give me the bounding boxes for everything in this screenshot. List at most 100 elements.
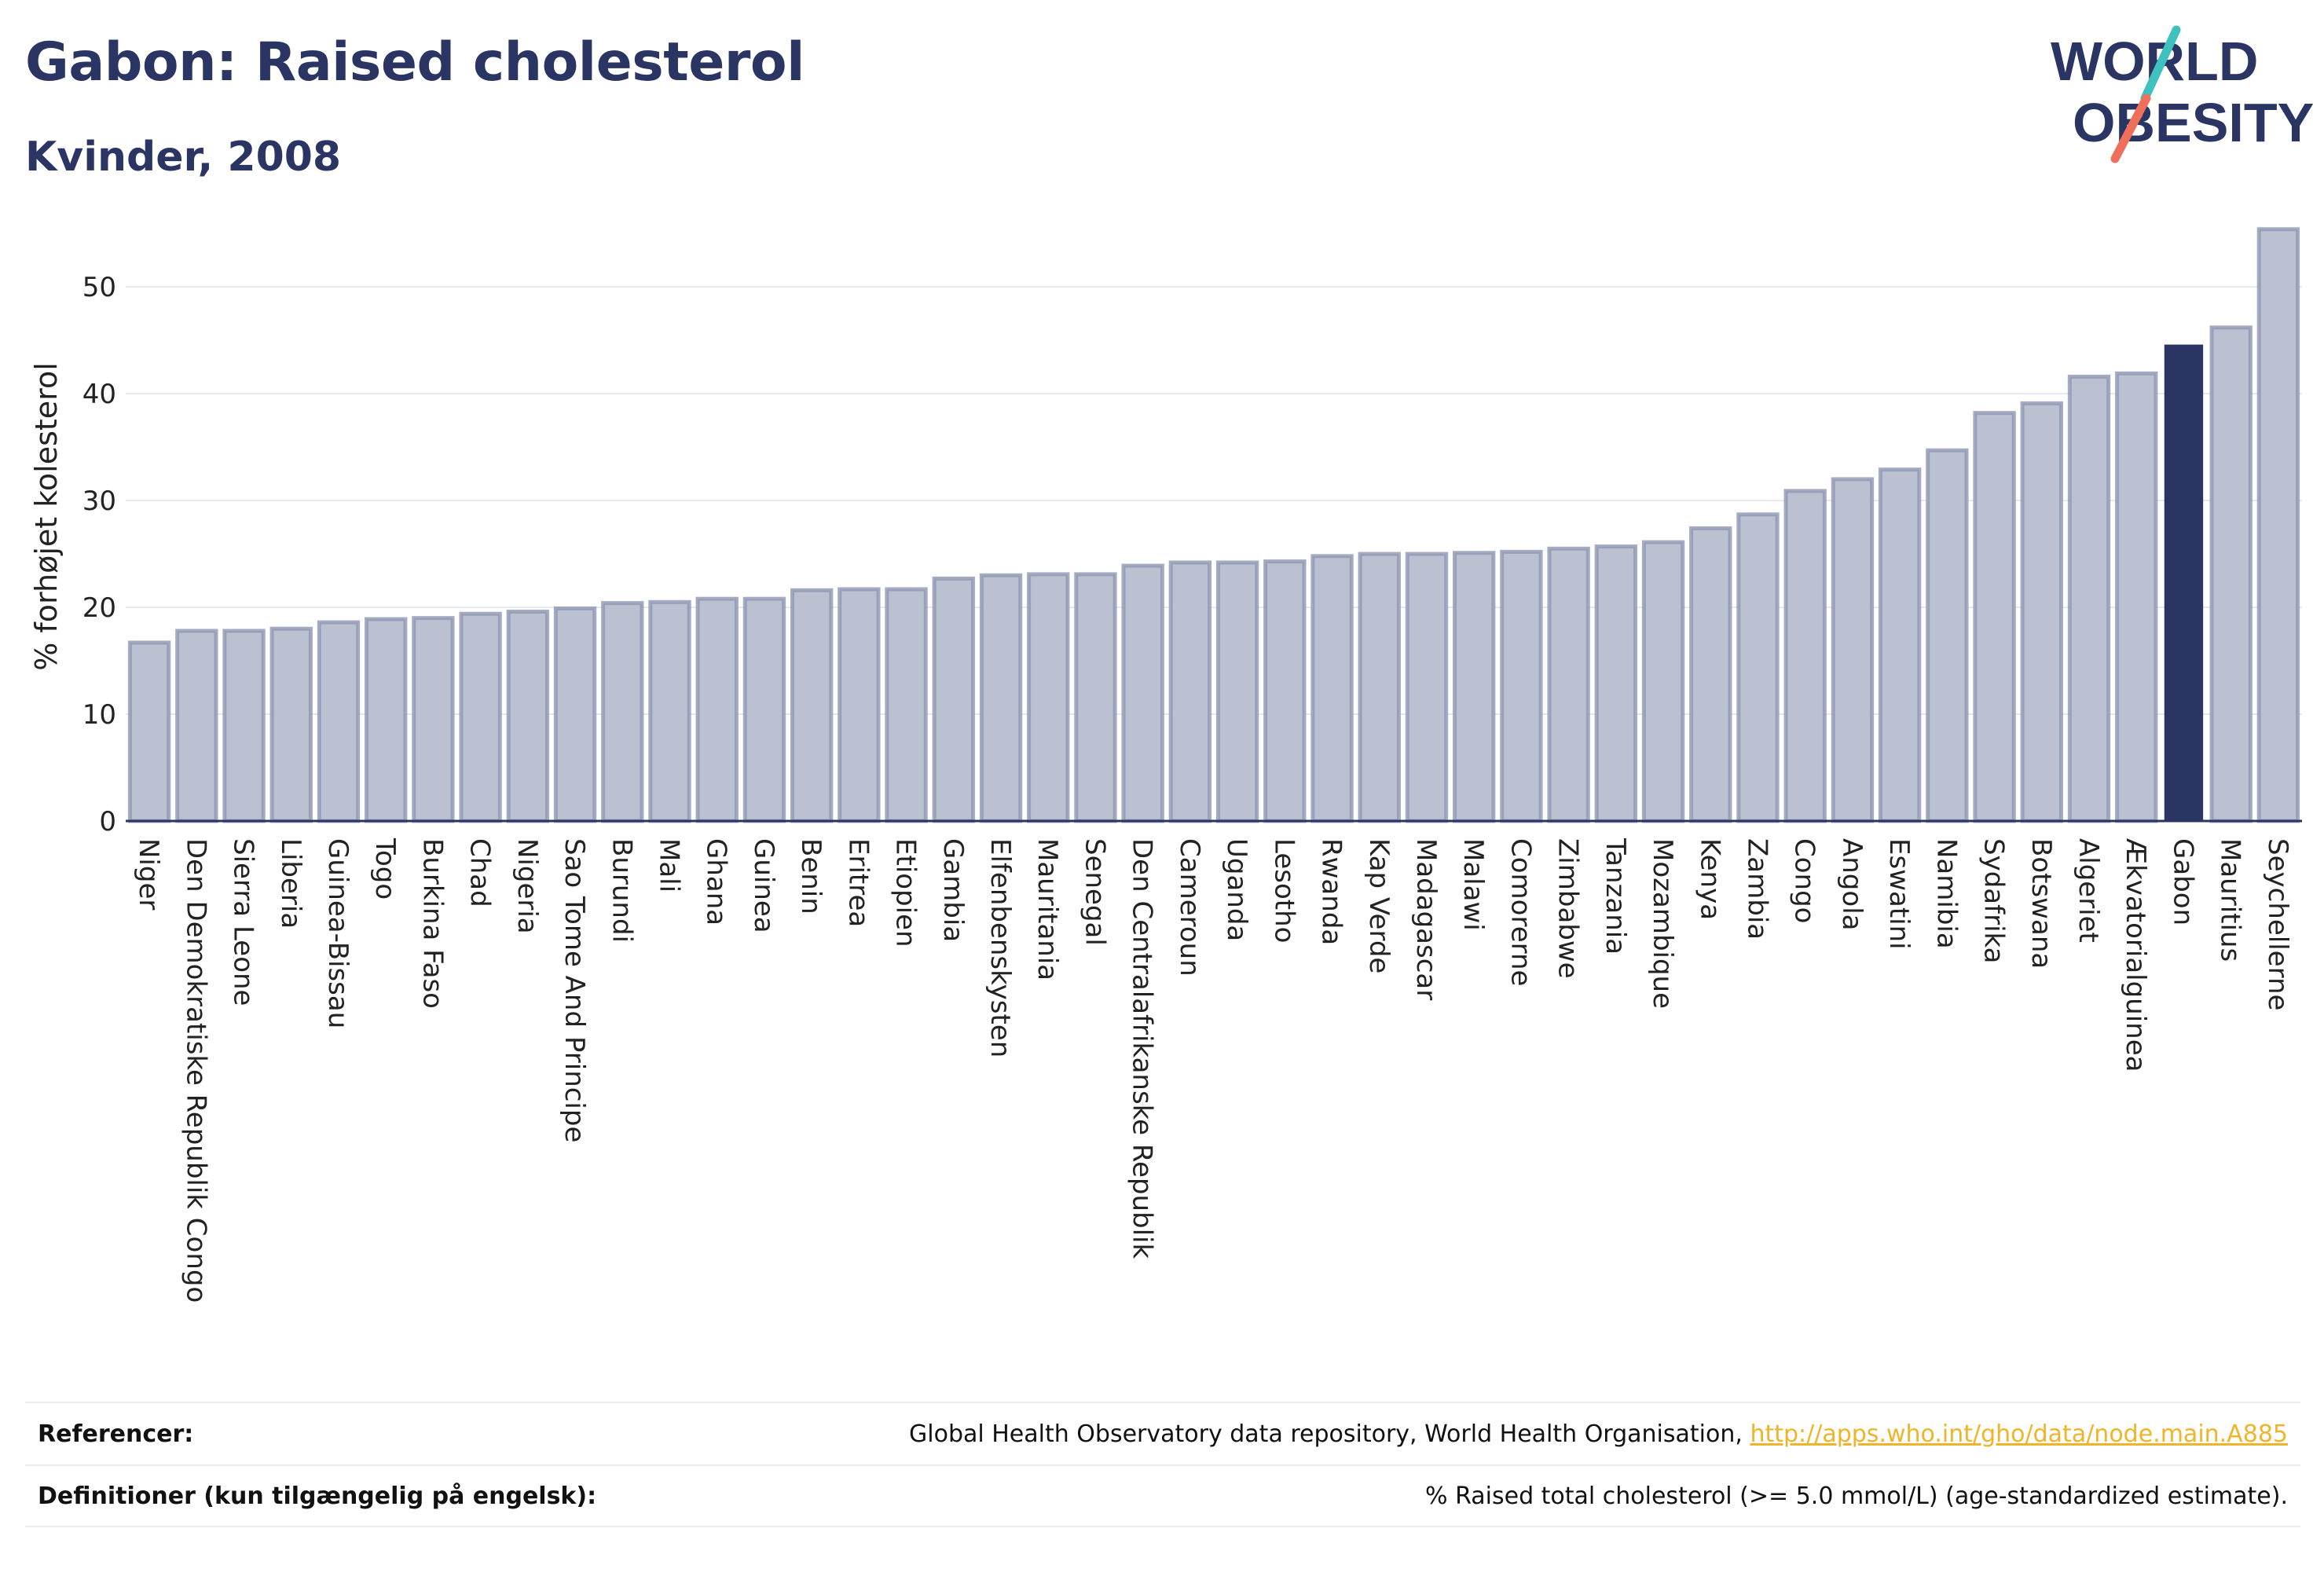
logo-slash-teal xyxy=(2140,25,2181,103)
bar-ghana xyxy=(695,596,739,823)
x-tick-label: Algeriet xyxy=(2073,838,2104,943)
bar-elfenbenskysten xyxy=(979,573,1023,823)
y-tick-label: 50 xyxy=(82,272,116,303)
x-tick-label: Mali xyxy=(654,838,685,892)
bar-zimbabwe xyxy=(1547,546,1590,823)
bar-burkina-faso xyxy=(412,616,455,823)
references-value: Global Health Observatory data repositor… xyxy=(909,1420,2288,1448)
references-row: Referencer: Global Health Observatory da… xyxy=(25,1402,2300,1464)
bar-comorerne xyxy=(1500,549,1543,823)
bar-mauritania xyxy=(1027,572,1070,823)
bar-namibia xyxy=(1926,448,1969,823)
x-tick-label: Gambia xyxy=(937,838,969,942)
y-tick-label: 30 xyxy=(82,486,116,517)
x-tick-label: Nigeria xyxy=(511,838,543,934)
definitions-label: Definitioner (kun tilgængelig på engelsk… xyxy=(38,1482,597,1510)
y-tick-label: 20 xyxy=(82,592,116,624)
definitions-value: % Raised total cholesterol (>= 5.0 mmol/… xyxy=(1425,1482,2288,1510)
x-tick-label: Niger xyxy=(133,838,164,910)
bar-niger xyxy=(127,640,171,823)
bar-senegal xyxy=(1074,572,1117,823)
x-tick-label: Madagascar xyxy=(1410,838,1442,1000)
x-tick-label: Zimbabwe xyxy=(1552,838,1584,979)
x-tick-label: Uganda xyxy=(1221,838,1252,941)
x-tick-label: Lesotho xyxy=(1268,838,1299,943)
bar-ækvatorialguinea xyxy=(2115,371,2158,823)
x-tick-label: Elfenbenskysten xyxy=(984,838,1016,1057)
x-tick-label: Kap Verde xyxy=(1363,838,1395,973)
bar-sao-tome-and-principe xyxy=(553,606,597,823)
logo-line2: OBESITY xyxy=(2073,92,2314,153)
bar-angola xyxy=(1831,477,1875,823)
x-tick-label: Liberia xyxy=(275,838,306,929)
bar-congo xyxy=(1783,489,1827,823)
bar-kenya xyxy=(1689,526,1732,823)
bar-guinea xyxy=(742,596,786,823)
x-tick-label: Tanzania xyxy=(1600,837,1631,955)
bar-zambia xyxy=(1736,512,1780,823)
references-link[interactable]: http://apps.who.int/gho/data/node.main.A… xyxy=(1750,1420,2288,1448)
bar-guinea-bissau xyxy=(317,620,361,823)
x-tick-label: Botswana xyxy=(2025,838,2057,969)
x-tick-label: Senegal xyxy=(1079,838,1110,946)
bar-botswana xyxy=(2020,401,2063,823)
x-tick-label: Guinea-Bissau xyxy=(322,838,354,1028)
x-tick-label: Etiopien xyxy=(890,838,922,947)
x-tick-label: Zambia xyxy=(1742,838,1773,940)
bar-mali xyxy=(648,599,691,823)
x-tick-label: Togo xyxy=(369,837,401,900)
chart-title: Gabon: Raised cholesterol xyxy=(25,31,805,93)
references-label: Referencer: xyxy=(38,1420,194,1448)
x-tick-label: Mozambique xyxy=(1647,838,1678,1009)
x-tick-label: Den Centralafrikanske Republik xyxy=(1127,838,1158,1259)
x-tick-label: Kenya xyxy=(1694,838,1725,920)
chart-subtitle: Kvinder, 2008 xyxy=(25,134,342,181)
bar-liberia xyxy=(269,626,313,823)
bar-den-demokratiske-republik-congo xyxy=(175,629,218,823)
x-tick-label: Cameroun xyxy=(1174,838,1205,977)
x-tick-label: Namibia xyxy=(1930,838,1962,949)
x-tick-label: Congo xyxy=(1789,838,1820,923)
bar-burundi xyxy=(601,601,644,823)
bar-gabon xyxy=(2164,344,2204,821)
bar-rwanda xyxy=(1310,554,1354,823)
world-obesity-logo: WORLD OBESITY xyxy=(2051,24,2314,165)
x-tick-label: Seychellerne xyxy=(2262,838,2293,1010)
bar-etiopien xyxy=(885,587,928,823)
bar-chart: 0 10 20 30 40 50 % forhøjet kolesterol Niger Den… xyxy=(0,189,2324,1383)
bar-seychellerne xyxy=(2256,227,2300,823)
bar-tanzania xyxy=(1594,544,1638,823)
bar-lesotho xyxy=(1263,559,1307,823)
bar-togo xyxy=(365,617,408,823)
x-tick-label: Comorerne xyxy=(1505,838,1536,986)
y-axis-label: % forhøjet kolesterol xyxy=(29,362,64,671)
bar-eswatini xyxy=(1878,467,1922,823)
x-tick-label: Burkina Faso xyxy=(416,838,448,1009)
x-tick-label: Rwanda xyxy=(1316,838,1347,945)
x-tick-label: Eswatini xyxy=(1883,838,1915,950)
references-text: Global Health Observatory data repositor… xyxy=(909,1420,1750,1448)
y-tick-label: 40 xyxy=(82,379,116,410)
x-tick-label: Den Demokratiske Republik Congo xyxy=(180,838,211,1303)
bar-sierra-leone xyxy=(222,629,266,823)
y-tick-label: 0 xyxy=(99,806,116,837)
bar-uganda xyxy=(1215,560,1259,823)
logo-graphic: WORLD OBESITY xyxy=(2051,25,2314,163)
x-tick-label: Chad xyxy=(464,838,496,907)
bar-benin xyxy=(790,588,834,823)
x-tick-label: Benin xyxy=(795,838,827,914)
footer-table: Referencer: Global Health Observatory da… xyxy=(25,1402,2300,1527)
bar-gambia xyxy=(932,576,975,823)
x-tick-label: Sao Tome And Principe xyxy=(559,838,590,1142)
x-tick-label: Mauritius xyxy=(2215,838,2246,962)
bar-nigeria xyxy=(506,610,550,823)
bar-kap-verde xyxy=(1358,552,1401,823)
logo-slash-coral xyxy=(2110,93,2151,163)
bar-cameroun xyxy=(1168,560,1212,823)
bar-den-centralafrikanske-republik xyxy=(1121,563,1164,823)
x-tick-label: Eritrea xyxy=(842,838,874,927)
bar-sydafrika xyxy=(1973,411,2016,823)
y-tick-label: 10 xyxy=(82,699,116,731)
bar-eritrea xyxy=(838,587,881,823)
bar-chart-svg: 0 10 20 30 40 50 % forhøjet kolesterol Niger Den… xyxy=(29,227,2302,1303)
